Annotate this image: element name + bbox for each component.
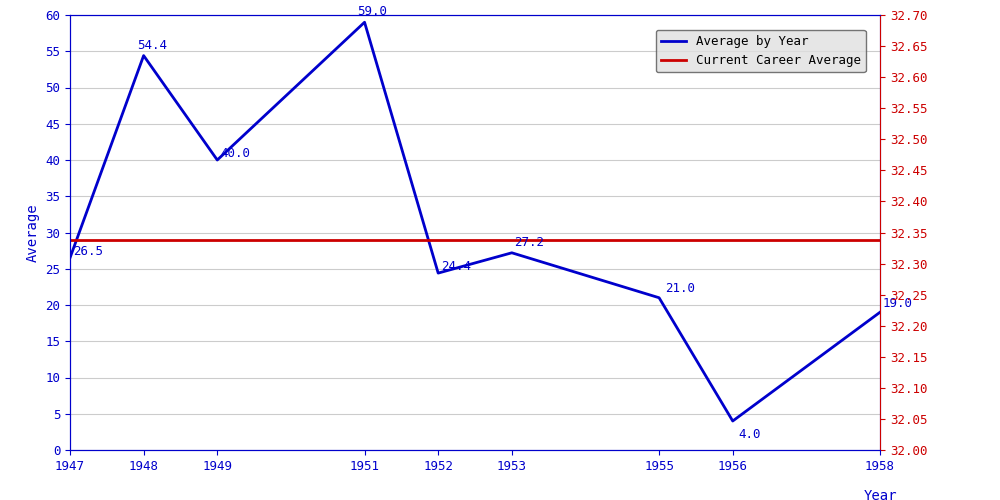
Text: 27.2: 27.2 [515,236,545,249]
Average by Year [874,309,886,316]
Average by Year [359,19,371,25]
Line: Average by Year: Average by Year [70,22,880,421]
Text: 40.0: 40.0 [220,147,250,160]
Average by Year [64,255,76,261]
Average by Year [727,418,739,424]
Text: 59.0: 59.0 [358,6,388,18]
Average by Year [138,52,150,59]
Text: 24.4: 24.4 [441,260,471,274]
Average by Year [653,294,665,300]
Average by Year [211,157,223,163]
Y-axis label: Average: Average [26,203,40,262]
Text: 21.0: 21.0 [665,282,695,295]
Legend: Average by Year, Current Career Average: Average by Year, Current Career Average [656,30,866,72]
Average by Year [506,250,518,256]
Text: 54.4: 54.4 [137,38,167,52]
Text: 4.0: 4.0 [738,428,761,440]
Text: 19.0: 19.0 [883,296,913,310]
Text: Year: Year [863,489,897,500]
Average by Year [432,270,444,276]
Text: 26.5: 26.5 [73,245,103,258]
